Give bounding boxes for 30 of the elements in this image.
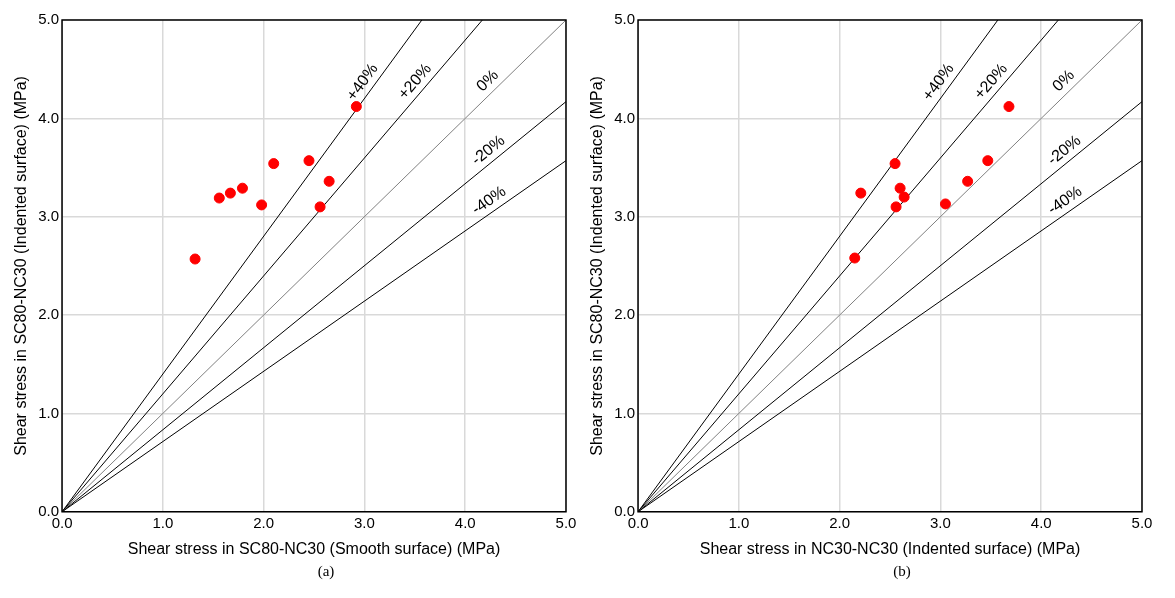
text: -40% bbox=[468, 182, 509, 218]
x-tick-label: 4.0 bbox=[454, 513, 476, 531]
x-axis-title: Shear stress in SC80-NC30 (Smooth surface) (MPa) bbox=[127, 539, 501, 557]
y-tick-label: 2.0 bbox=[614, 305, 636, 323]
x-tick-label: 3.0 bbox=[353, 513, 375, 531]
y-tick-label: 1.0 bbox=[38, 403, 60, 421]
text: (b) bbox=[892, 563, 912, 580]
y-tick-label: 1.0 bbox=[614, 403, 636, 421]
y-tick-label: 2.0 bbox=[38, 305, 60, 323]
y-tick-label: 5.0 bbox=[614, 10, 636, 28]
y-tick-label: 3.0 bbox=[614, 206, 636, 224]
x-tick-label: 1.0 bbox=[152, 513, 174, 531]
y-tick-label: 4.0 bbox=[614, 108, 636, 126]
x-tick-label: 5.0 bbox=[555, 513, 577, 531]
text: -40% bbox=[1044, 182, 1085, 218]
x-tick-label: 3.0 bbox=[929, 513, 951, 531]
y-tick-label: 5.0 bbox=[38, 10, 60, 28]
x-tick-label: 2.0 bbox=[829, 513, 851, 531]
y-tick-label: 4.0 bbox=[38, 108, 60, 126]
x-tick-label: 4.0 bbox=[1030, 513, 1052, 531]
x-tick-label: 1.0 bbox=[728, 513, 750, 531]
text: (a) bbox=[316, 563, 336, 580]
x-tick-label: 2.0 bbox=[253, 513, 275, 531]
text: 0% bbox=[472, 66, 502, 95]
y-axis-title: Shear stress in SC80-NC30 (Indented surface) (MPa) bbox=[12, 76, 30, 456]
x-tick-label: 5.0 bbox=[1131, 513, 1153, 531]
y-tick-label: 3.0 bbox=[38, 206, 60, 224]
x-axis-title: Shear stress in NC30-NC30 (Indented surface) (MPa) bbox=[699, 539, 1081, 557]
y-axis-title: Shear stress in SC80-NC30 (Indented surface) (MPa) bbox=[588, 76, 606, 456]
text: 0% bbox=[1048, 66, 1078, 95]
